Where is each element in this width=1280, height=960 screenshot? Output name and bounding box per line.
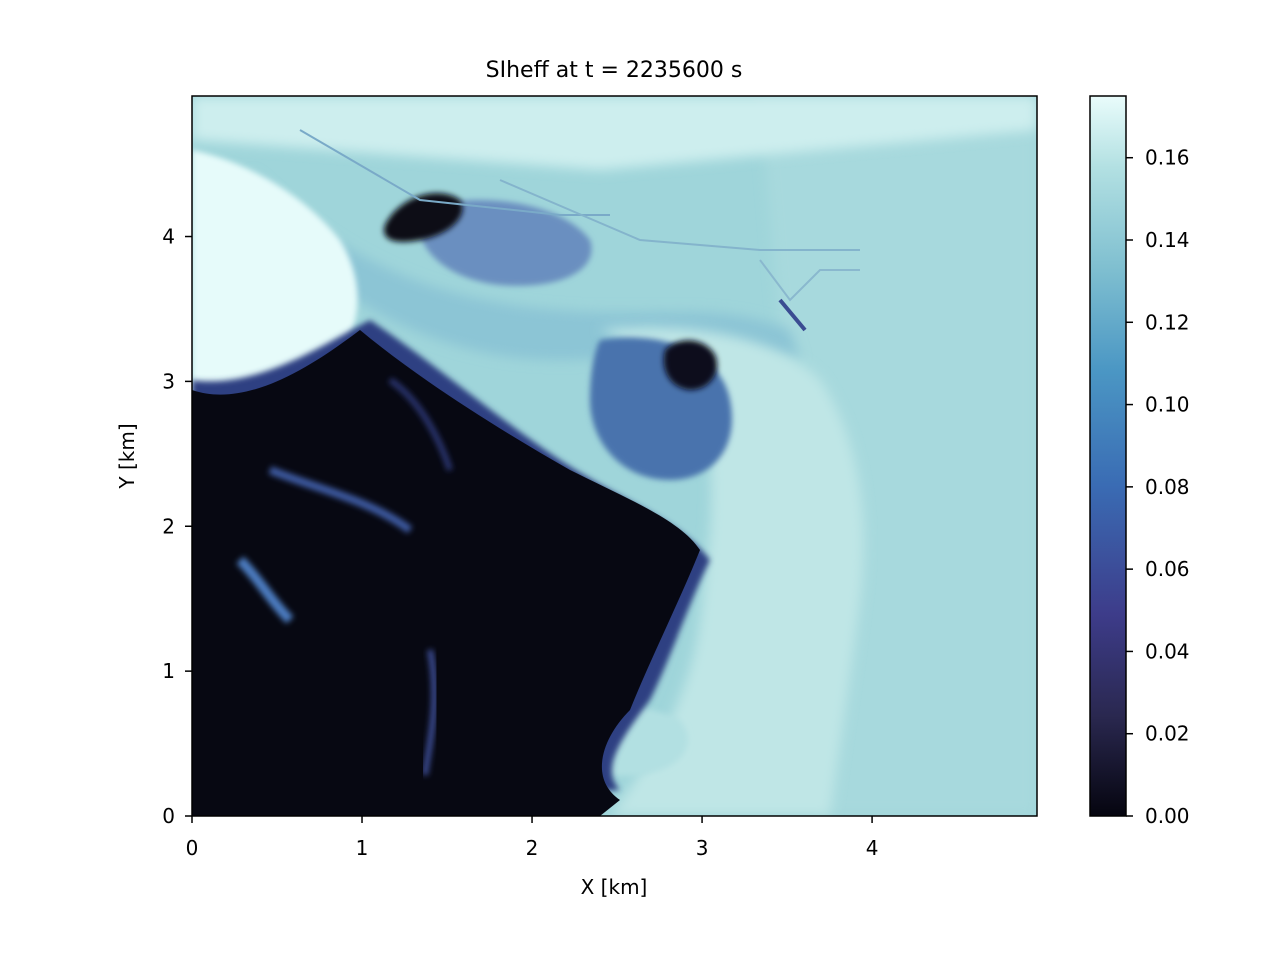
y-tick-label: 2: [162, 514, 175, 538]
colorbar-gradient: [1090, 96, 1126, 816]
field-upper-band: [192, 96, 1037, 170]
heatmap-field: [192, 96, 1037, 816]
field-central-bright-band: [600, 327, 864, 816]
field-crack-4: [778, 298, 807, 332]
y-tick-label: 4: [162, 225, 175, 249]
colorbar-tick-label: 0.04: [1145, 639, 1190, 663]
field-crack-1: [299, 129, 610, 216]
field-eddy-core-upper: [384, 193, 463, 242]
colorbar-tick-label: 0.12: [1145, 310, 1190, 334]
y-axis: 0 1 2 3 4: [162, 225, 192, 828]
field-upper-arc: [250, 170, 800, 360]
field-crack-3: [759, 259, 860, 302]
x-axis: 0 1 2 3 4: [186, 816, 879, 860]
field-crack-2: [499, 179, 860, 251]
colorbar: 0.00 0.02 0.04 0.06 0.08 0.10 0.12 0.14 0.16: [1089, 95, 1190, 828]
y-tick-label: 0: [162, 804, 175, 828]
field-eddy-core-central: [663, 340, 718, 390]
colorbar-tick-label: 0.10: [1145, 393, 1190, 417]
colorbar-tick-label: 0.16: [1145, 146, 1190, 170]
field-upper-swirl: [418, 200, 592, 286]
field-open-water: [192, 330, 700, 816]
x-tick-label: 3: [696, 836, 709, 860]
colorbar-tick-label: 0.02: [1145, 722, 1190, 746]
field-filament-1: [236, 556, 294, 624]
x-tick-label: 1: [356, 836, 369, 860]
colorbar-tick-label: 0.06: [1145, 557, 1190, 581]
colorbar-tick-label: 0.08: [1145, 475, 1190, 499]
field-filament-4: [388, 377, 453, 471]
x-tick-label: 2: [526, 836, 539, 860]
x-tick-label: 4: [866, 836, 879, 860]
colorbar-tick-label: 0.14: [1145, 228, 1190, 252]
x-axis-label: X [km]: [581, 875, 648, 899]
y-tick-label: 3: [162, 369, 175, 393]
y-axis-label: Y [km]: [115, 423, 139, 489]
plot-frame: [191, 95, 1038, 817]
field-filament-2: [268, 466, 413, 534]
y-tick-label: 1: [162, 659, 175, 683]
colorbar-frame: [1089, 95, 1127, 817]
field-filament-3: [422, 649, 438, 776]
colorbar-ticks: 0.00 0.02 0.04 0.06 0.08 0.10 0.12 0.14 0.16: [1126, 146, 1190, 828]
x-tick-label: 0: [186, 836, 199, 860]
chart-title: SIheff at t = 2235600 s: [486, 58, 743, 83]
colorbar-tick-label: 0.00: [1145, 804, 1190, 828]
